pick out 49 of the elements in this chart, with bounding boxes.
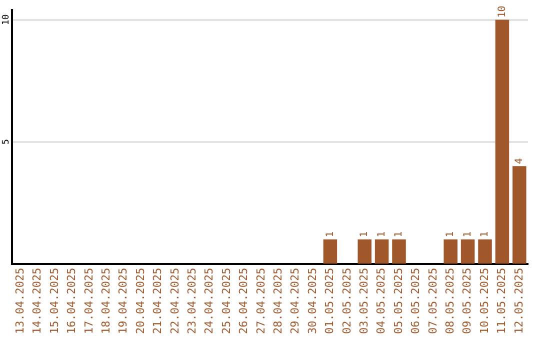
data-label: 1 [445,231,456,238]
x-tick-label: 21.04.2025 [151,268,164,334]
bar [512,166,526,264]
x-tick-label: 18.04.2025 [99,268,112,334]
x-tick-label: 09.05.2025 [460,268,474,334]
data-label: 4 [514,158,525,164]
x-tick-label: 20.04.2025 [134,268,147,334]
x-tick-label: 17.04.2025 [82,268,96,334]
x-tick-label: 12.05.2025 [512,268,526,334]
x-tick-label: 03.05.2025 [357,268,370,334]
bar [460,239,475,264]
y-tick-label: 5 [1,139,12,144]
x-tick-label: 01.05.2025 [323,268,336,334]
x-tick-label: 24.04.2025 [202,268,216,334]
x-tick-label: 30.04.2025 [306,268,319,334]
x-tick-label: 29.04.2025 [288,268,302,334]
x-tick-label: 28.04.2025 [271,268,284,334]
data-label: 1 [462,231,474,238]
x-tick-label: 14.04.2025 [30,268,44,334]
bar [392,239,406,264]
x-tick-label: 22.04.2025 [168,268,182,334]
bar [358,239,372,264]
x-tick-label: 23.04.2025 [185,268,198,334]
bar [444,239,458,264]
x-tick-label: 26.04.2025 [237,268,250,334]
x-tick-label: 07.05.2025 [426,268,440,334]
data-label: 1 [359,231,370,238]
x-tick-label: 10.05.2025 [478,268,491,334]
x-tick-label: 08.05.2025 [443,268,456,334]
x-tick-label: 13.04.2025 [13,268,26,334]
x-tick-label: 11.05.2025 [495,268,508,334]
x-tick-label: 15.04.2025 [48,268,61,334]
x-tick-label: 04.05.2025 [374,268,388,334]
x-tick-label: 25.04.2025 [220,268,233,334]
bar [323,239,338,264]
bar [478,239,492,264]
x-tick-label: 05.05.2025 [392,268,405,334]
x-tick-label: 06.05.2025 [409,268,422,334]
data-label: 10 [496,6,508,18]
x-tick-label: 02.05.2025 [340,268,354,334]
data-label: 1 [394,231,405,238]
x-tick-label: 19.04.2025 [116,268,130,334]
bar [495,20,510,264]
data-label: 1 [324,231,336,238]
data-label: 1 [480,231,491,238]
data-label: 1 [376,231,388,238]
bar [374,239,389,264]
x-tick-label: 16.04.2025 [65,268,78,334]
x-tick-label: 27.04.2025 [254,268,268,334]
